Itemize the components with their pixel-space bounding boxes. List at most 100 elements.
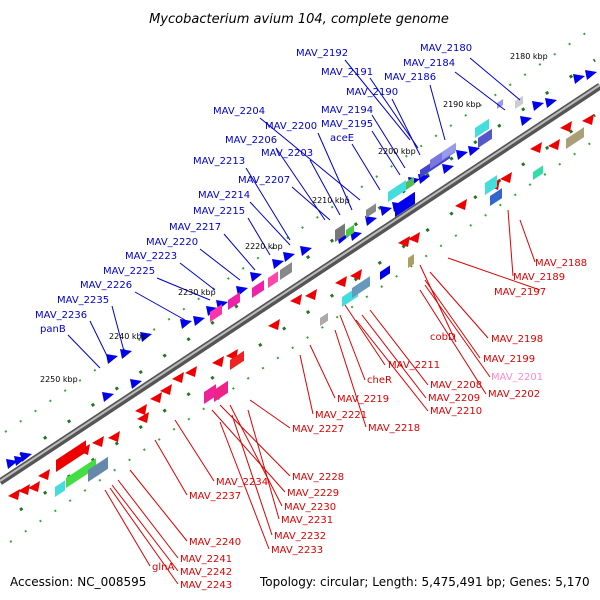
gene-label[interactable]: MAV_2243 (180, 580, 232, 591)
gene-arrow[interactable] (18, 484, 30, 495)
gene-feature[interactable] (66, 458, 96, 488)
gene-arrow[interactable] (520, 116, 532, 126)
gene-arrow[interactable] (582, 114, 594, 125)
gene-label[interactable]: MAV_2221 (315, 410, 367, 421)
gene-label[interactable]: MAV_2214 (198, 190, 250, 201)
gene-arrow[interactable] (548, 139, 560, 150)
gene-arrow[interactable] (365, 216, 377, 226)
gene-label[interactable]: MAV_2203 (261, 148, 313, 159)
gene-feature[interactable] (335, 223, 345, 242)
gene-label[interactable]: MAV_2195 (321, 119, 373, 130)
gene-feature[interactable] (478, 128, 492, 148)
gene-arrow[interactable] (28, 481, 40, 492)
gene-label[interactable]: MAV_2211 (388, 360, 440, 371)
gene-label[interactable]: MAV_2215 (193, 206, 245, 217)
gene-feature[interactable] (56, 440, 86, 472)
gene-arrow[interactable] (102, 392, 114, 402)
gene-arrow[interactable] (8, 489, 20, 500)
gene-arrow[interactable] (560, 121, 572, 132)
gene-feature[interactable] (490, 188, 502, 206)
gene-arrow[interactable] (300, 246, 312, 256)
gene-label[interactable]: MAV_2229 (287, 488, 339, 499)
gene-arrow[interactable] (130, 379, 142, 389)
gene-arrow[interactable] (398, 236, 410, 247)
gene-label[interactable]: MAV_2213 (193, 156, 245, 167)
gene-label[interactable]: MAV_2207 (238, 175, 290, 186)
gene-arrow[interactable] (38, 469, 50, 480)
gene-arrow[interactable] (408, 232, 420, 243)
gene-arrow[interactable] (500, 172, 512, 183)
gene-arrow[interactable] (108, 431, 120, 442)
gene-feature[interactable] (475, 118, 489, 138)
gene-arrow[interactable] (585, 70, 597, 80)
gene-feature[interactable] (515, 95, 523, 109)
gene-arrow[interactable] (180, 319, 192, 329)
gene-arrow[interactable] (283, 252, 295, 262)
gene-arrow[interactable] (120, 349, 132, 359)
gene-label[interactable]: MAV_2233 (271, 545, 323, 556)
gene-feature[interactable] (252, 280, 264, 298)
gene-arrow[interactable] (172, 372, 184, 383)
gene-label[interactable]: MAV_2206 (225, 135, 277, 146)
gene-arrow[interactable] (573, 74, 585, 84)
gene-arrow[interactable] (455, 199, 467, 210)
gene-feature[interactable] (366, 203, 376, 218)
gene-label[interactable]: MAV_2198 (491, 334, 543, 345)
gene-arrow[interactable] (442, 164, 454, 174)
gene-label[interactable]: MAV_2232 (274, 531, 326, 542)
gene-arrow[interactable] (268, 319, 280, 330)
gene-arrow[interactable] (530, 142, 542, 153)
gene-label[interactable]: MAV_2241 (180, 554, 232, 565)
gene-arrow[interactable] (250, 272, 262, 282)
gene-label[interactable]: MAV_2220 (146, 237, 198, 248)
gene-feature[interactable] (533, 165, 543, 180)
gene-arrow[interactable] (290, 294, 302, 305)
gene-label[interactable]: MAV_2234 (216, 477, 268, 488)
gene-arrow[interactable] (140, 332, 152, 342)
gene-feature[interactable] (55, 480, 65, 497)
gene-feature[interactable] (566, 127, 584, 149)
gene-feature[interactable] (214, 380, 228, 402)
gene-arrow[interactable] (20, 452, 32, 462)
gene-label[interactable]: MAV_2218 (368, 423, 420, 434)
gene-label[interactable]: MAV_2194 (321, 105, 373, 116)
gene-feature[interactable] (388, 180, 406, 202)
gene-label[interactable]: cheR (367, 375, 392, 386)
gene-arrow[interactable] (92, 436, 104, 447)
gene-feature[interactable] (485, 175, 497, 195)
gene-feature[interactable] (210, 304, 222, 322)
gene-label[interactable]: MAV_2200 (265, 121, 317, 132)
gene-arrow[interactable] (6, 459, 18, 469)
gene-label[interactable]: MAV_2230 (284, 502, 336, 513)
gene-label[interactable]: MAV_2190 (346, 87, 398, 98)
gene-label[interactable]: MAV_2189 (513, 272, 565, 283)
gene-arrow[interactable] (137, 412, 149, 423)
gene-feature[interactable] (230, 350, 244, 370)
gene-label[interactable]: MAV_2237 (189, 491, 241, 502)
gene-feature[interactable] (380, 265, 390, 280)
gene-arrow[interactable] (135, 404, 147, 415)
gene-label[interactable]: MAV_2227 (292, 424, 344, 435)
gene-label[interactable]: panB (40, 324, 66, 335)
gene-arrow[interactable] (185, 366, 197, 377)
gene-arrow[interactable] (468, 146, 480, 156)
gene-label[interactable]: MAV_2217 (169, 222, 221, 233)
gene-arrow[interactable] (456, 150, 468, 160)
gene-feature[interactable] (406, 176, 414, 190)
gene-label[interactable]: MAV_2184 (403, 58, 455, 69)
gene-feature[interactable] (497, 99, 503, 109)
gene-arrow[interactable] (380, 206, 392, 216)
gene-feature[interactable] (352, 276, 370, 298)
gene-feature[interactable] (204, 384, 216, 404)
gene-label[interactable]: MAV_2180 (420, 43, 472, 54)
gene-label[interactable]: MAV_2201 (491, 372, 543, 383)
gene-feature[interactable] (228, 292, 240, 310)
gene-label[interactable]: MAV_2199 (483, 354, 535, 365)
gene-label[interactable]: MAV_2192 (296, 48, 348, 59)
gene-feature[interactable] (408, 254, 414, 268)
gene-label[interactable]: MAV_2210 (430, 406, 482, 417)
gene-arrow[interactable] (545, 98, 557, 108)
gene-label[interactable]: MAV_2228 (292, 472, 344, 483)
gene-arrow[interactable] (350, 231, 362, 241)
gene-label[interactable]: MAV_2235 (57, 295, 109, 306)
